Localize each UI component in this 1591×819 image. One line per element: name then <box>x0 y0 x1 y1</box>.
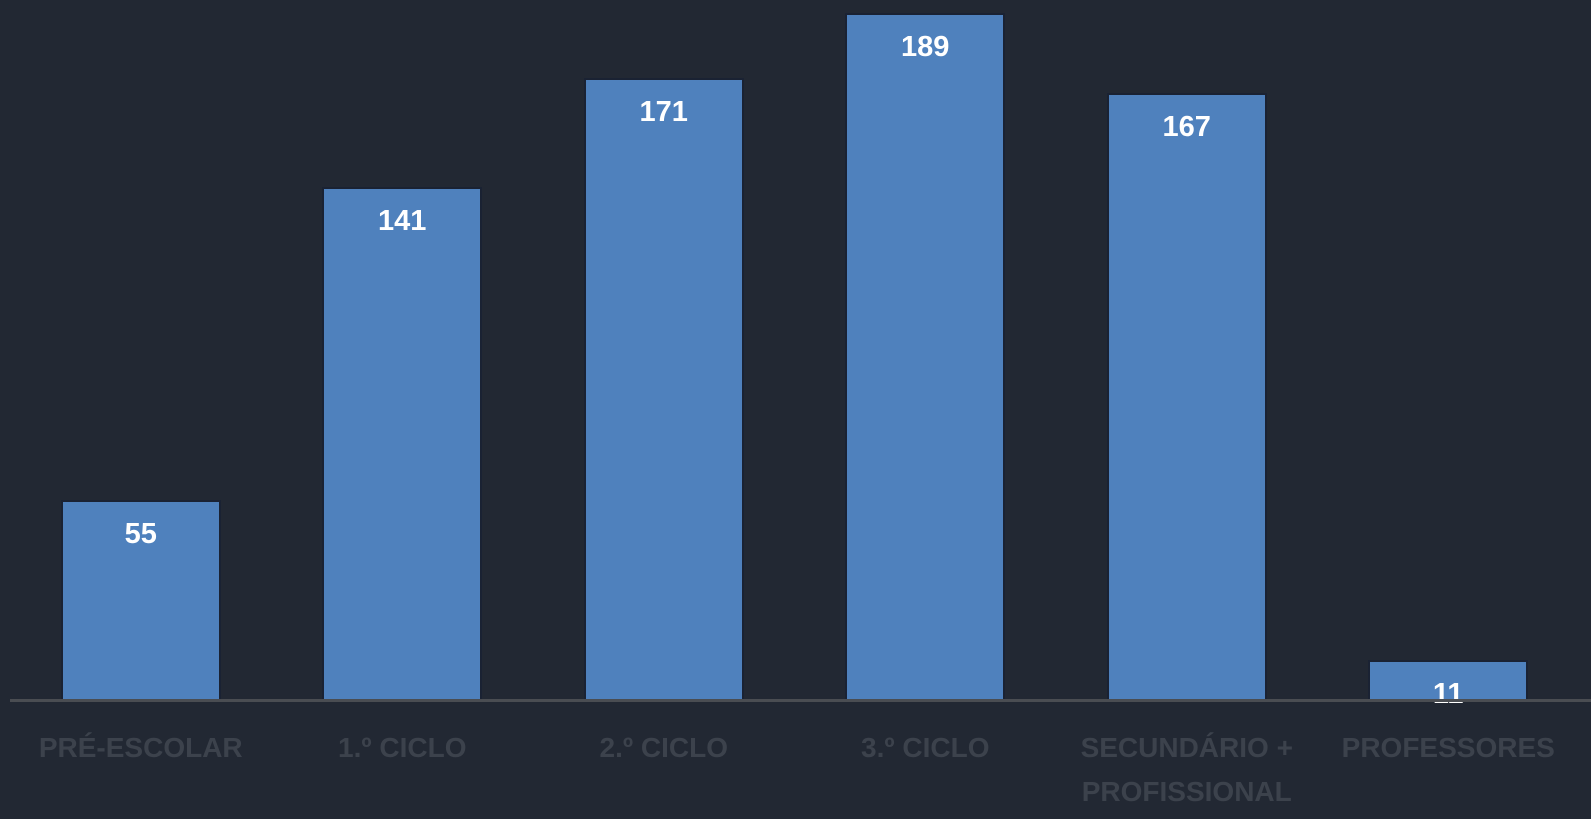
data-label: 167 <box>1162 110 1211 143</box>
bar <box>1368 660 1529 701</box>
bar <box>60 500 221 701</box>
bar <box>322 187 483 701</box>
x-tick-label: 1.º CICLO <box>338 732 467 763</box>
bar <box>1106 92 1267 701</box>
data-label: 141 <box>378 205 427 238</box>
data-label: 11 <box>1432 678 1464 711</box>
x-axis-line <box>10 699 1591 702</box>
x-tick-label: 2.º CICLO <box>599 732 728 763</box>
bar <box>583 78 744 701</box>
data-label: 55 <box>124 518 157 551</box>
x-tick-label: SECUNDÁRIO + PROFISSIONAL <box>1080 732 1293 807</box>
x-tick-label: 3.º CICLO <box>861 732 990 763</box>
data-label: 189 <box>901 31 950 63</box>
x-tick-label: PROFESSORES <box>1341 732 1555 763</box>
data-label: 171 <box>639 96 688 129</box>
bar <box>845 13 1006 701</box>
x-tick-label: PRÉ-ESCOLAR <box>38 732 243 763</box>
